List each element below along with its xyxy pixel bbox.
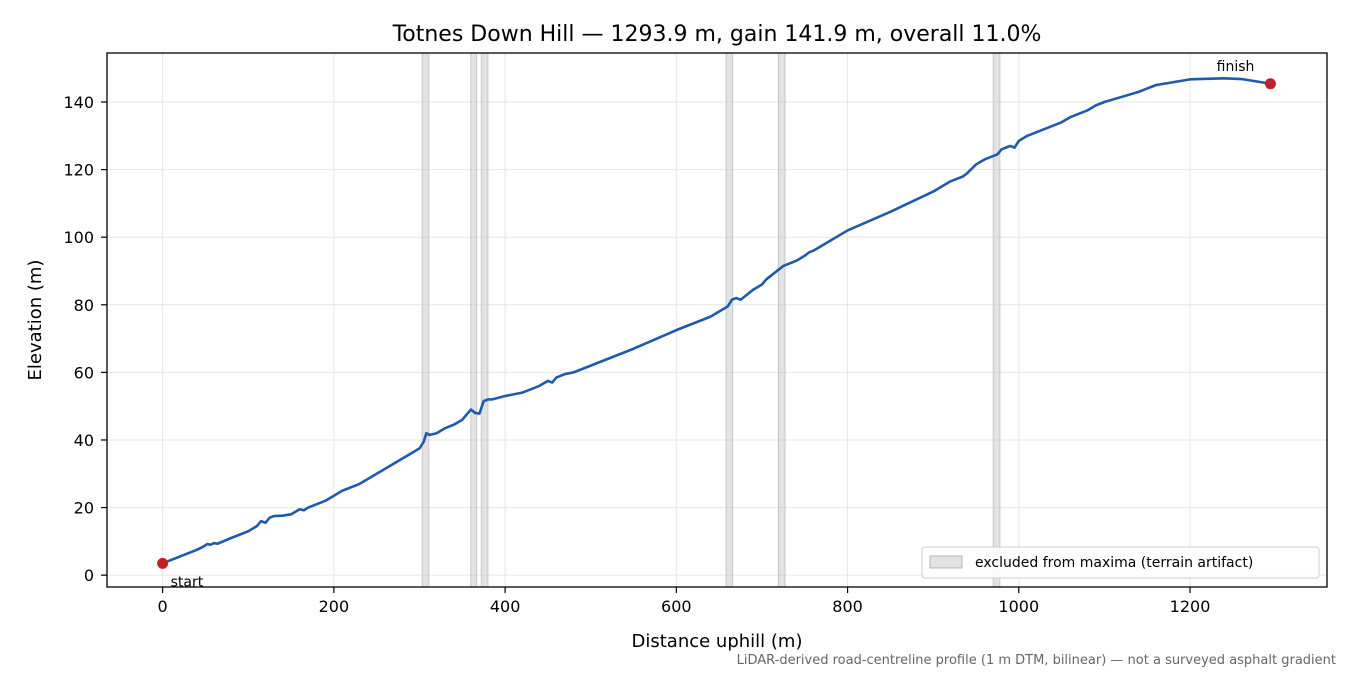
- x-tick-label: 0: [158, 597, 168, 616]
- finish-marker: [1264, 78, 1276, 90]
- y-tick-label: 40: [74, 431, 94, 450]
- x-tick-label: 800: [832, 597, 863, 616]
- grid: [107, 53, 1327, 587]
- legend-box: [921, 546, 1320, 579]
- excluded-band: [992, 52, 1001, 588]
- x-tick-label: 600: [661, 597, 692, 616]
- excluded-band: [421, 52, 430, 588]
- y-tick-label: 20: [74, 499, 94, 518]
- y-tick-label: 80: [74, 296, 94, 315]
- start-marker: [157, 557, 169, 569]
- excluded-band: [470, 52, 478, 588]
- elevation-series: [161, 77, 1272, 565]
- y-tick-label: 140: [63, 93, 94, 112]
- excluded-band: [725, 52, 734, 588]
- elevation-line: [161, 77, 1272, 565]
- y-tick-label: 100: [63, 228, 94, 247]
- excluded-band: [480, 52, 489, 588]
- x-tick-label: 400: [490, 597, 521, 616]
- start-label: start: [171, 574, 204, 590]
- axis-ticks: 0 200 400 600 800 1000 1200 0 20 40 60 80 100 120 140: [63, 93, 1210, 616]
- legend-entry-excluded: excluded from maxima (terrain artifact): [975, 555, 1253, 571]
- y-axis-label: Elevation (m): [25, 260, 46, 381]
- endpoint-markers: start finish: [157, 59, 1276, 590]
- chart-title: Totnes Down Hill — 1293.9 m, gain 141.9 …: [392, 22, 1042, 47]
- x-tick-label: 1000: [998, 597, 1039, 616]
- y-tick-label: 120: [63, 161, 94, 180]
- excluded-band: [777, 52, 786, 588]
- legend: excluded from maxima (terrain artifact): [921, 546, 1320, 579]
- finish-label: finish: [1217, 59, 1255, 75]
- legend-swatch: [929, 555, 963, 569]
- footnote: LiDAR-derived road-centreline profile (1…: [737, 653, 1336, 668]
- plot-frame: [106, 52, 1328, 588]
- excluded-bands: [421, 52, 1001, 588]
- y-tick-label: 60: [74, 363, 94, 382]
- y-tick-label: 0: [84, 566, 94, 585]
- x-tick-label: 1200: [1170, 597, 1211, 616]
- x-axis-label: Distance uphill (m): [632, 631, 803, 652]
- x-tick-label: 200: [319, 597, 350, 616]
